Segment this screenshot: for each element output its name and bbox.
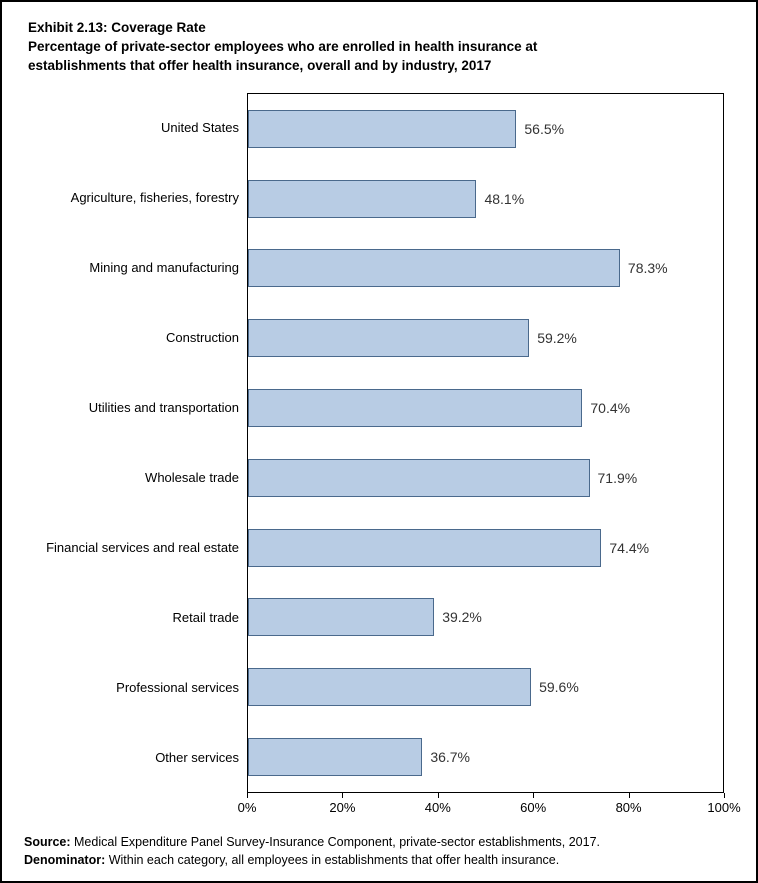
axis-tick-label: 60% — [520, 800, 547, 815]
axis-tick-label: 0% — [237, 800, 257, 815]
bar-row: 78.3% — [248, 234, 723, 304]
category-labels: United States Agriculture, fisheries, for… — [10, 93, 247, 793]
category-label: Other services — [155, 750, 239, 765]
chart-title: Exhibit 2.13: Coverage Rate — [28, 20, 206, 35]
category-label: Utilities and transportation — [88, 400, 239, 415]
bar — [248, 528, 602, 567]
x-axis: 0% 20% 40% 60% 80% 100% — [238, 793, 741, 821]
category-label: Agriculture, fisheries, forestry — [70, 190, 239, 205]
denominator-label: Denominator: — [24, 853, 106, 867]
category-label: Retail trade — [172, 610, 239, 625]
bar — [248, 598, 435, 637]
bar — [248, 738, 423, 777]
bar-value-label: 59.6% — [539, 679, 579, 696]
category-label: United States — [160, 120, 239, 135]
bar-value-label: 39.2% — [442, 609, 482, 626]
bar — [248, 389, 583, 428]
axis-tick-label: 100% — [707, 800, 741, 815]
bar-row: 39.2% — [248, 583, 723, 653]
chart-footnotes: Source: Medical Expenditure Panel Survey… — [24, 833, 732, 869]
axis-tick-label: 40% — [424, 800, 451, 815]
bar — [248, 109, 517, 148]
category-label: Mining and manufacturing — [89, 260, 239, 275]
category-label: Construction — [166, 330, 239, 345]
bar-value-label: 78.3% — [627, 260, 668, 277]
bar-value-label: 36.7% — [430, 749, 471, 766]
axis-tick — [628, 793, 630, 798]
bar-row: 36.7% — [248, 722, 723, 792]
bar-row: 70.4% — [248, 373, 723, 443]
category-label: Wholesale trade — [145, 470, 239, 485]
plot-area: 56.5% 48.1% 78.3% 59.2% 70.4% 71.9% 74.4% 39.2%… — [247, 93, 724, 793]
bar-value-label: 56.5% — [524, 120, 565, 137]
bar — [248, 458, 590, 497]
axis-tick — [342, 793, 344, 798]
bar — [248, 319, 530, 358]
bar-value-label: 48.1% — [484, 190, 525, 207]
bar-value-label: 70.4% — [590, 400, 631, 417]
chart-header: Exhibit 2.13: Coverage Rate Percentage o… — [2, 2, 756, 75]
source-text: Medical Expenditure Panel Survey-Insuran… — [70, 835, 600, 849]
bar-row: 56.5% — [248, 94, 723, 164]
plot-column: 56.5% 48.1% 78.3% 59.2% 70.4% 71.9% 74.4% 39.2%… — [238, 93, 741, 821]
bar-value-label: 59.2% — [537, 330, 577, 347]
source-label: Source: — [24, 835, 71, 849]
bar-row: 59.2% — [248, 303, 723, 373]
bar — [248, 249, 620, 288]
denominator-text: Within each category, all employees in e… — [105, 853, 560, 867]
axis-tick — [533, 793, 535, 798]
axis-tick — [724, 793, 725, 798]
axis-tick — [437, 793, 439, 798]
bar-value-label: 74.4% — [609, 539, 650, 556]
bar-value-label: 71.9% — [597, 469, 638, 486]
chart-area: United States Agriculture, fisheries, for… — [10, 93, 741, 821]
denominator-note: Denominator: Within each category, all e… — [24, 851, 732, 869]
bar-row: 71.9% — [248, 443, 723, 513]
bar — [248, 668, 532, 707]
bar-row: 48.1% — [248, 164, 723, 234]
axis-tick-label: 80% — [615, 800, 642, 815]
source-note: Source: Medical Expenditure Panel Survey… — [24, 833, 732, 851]
bar-row: 74.4% — [248, 513, 723, 583]
bar-row: 59.6% — [248, 652, 723, 722]
axis-tick — [247, 793, 248, 798]
axis-tick-label: 20% — [329, 800, 356, 815]
category-label: Professional services — [116, 680, 239, 695]
bar — [248, 179, 477, 218]
category-label: Financial services and real estate — [46, 540, 239, 555]
chart-subtitle: Percentage of private-sector employees w… — [28, 39, 538, 73]
